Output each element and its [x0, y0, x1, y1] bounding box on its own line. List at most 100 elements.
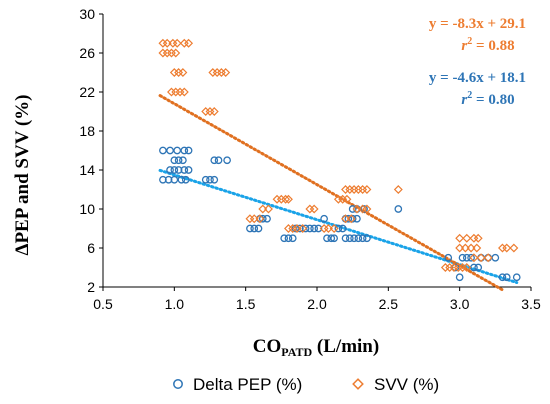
delta-pep-point: [263, 214, 271, 223]
delta-pep-point: [170, 156, 179, 165]
delta-pep-point: [358, 234, 367, 243]
delta-pep-point: [502, 273, 511, 282]
delta-pep-point: [166, 146, 174, 155]
y-tick-label: 18: [79, 123, 95, 139]
x-axis-title-main: CO: [253, 336, 282, 357]
delta-pep-point: [353, 214, 361, 223]
svv-point: [466, 243, 476, 253]
svv-point: [483, 253, 493, 263]
svv-point: [342, 194, 352, 204]
x-tick-label: 2.5: [379, 296, 399, 312]
svv-point: [249, 214, 259, 224]
y-tick-label: 30: [79, 6, 95, 22]
equation-svv: y = -8.3x + 29.1: [429, 16, 526, 32]
delta-pep-point: [477, 253, 485, 262]
delta-pep-point: [344, 214, 353, 223]
delta-pep-point: [177, 175, 186, 184]
svv-point: [346, 214, 356, 224]
delta-pep-point: [310, 224, 318, 233]
delta-pep-point: [345, 234, 354, 243]
legend: Delta PEP (%) SVV (%): [173, 375, 439, 394]
delta-pep-point: [314, 224, 323, 233]
svv-point: [179, 87, 189, 97]
delta-pep-point: [210, 156, 219, 165]
legend-diamond-icon: [352, 378, 364, 390]
svv-point: [472, 243, 482, 253]
x-axis-title: COPATD (L/min): [253, 336, 379, 359]
delta-pep-point: [498, 273, 507, 282]
x-tick-label: 0.5: [93, 296, 113, 312]
delta-pep-point: [484, 253, 493, 262]
svv-point: [172, 38, 182, 48]
delta-pep-point: [354, 234, 363, 243]
delta-pep-point: [180, 146, 189, 155]
delta-pep-point: [327, 234, 336, 243]
x-tick-label: 1.5: [236, 296, 256, 312]
trendline-svv: [158, 94, 504, 292]
svv-point: [281, 194, 291, 204]
y-tick-label: 6: [87, 240, 95, 256]
svv-point: [352, 204, 362, 214]
x-tick-label: 3.0: [450, 296, 470, 312]
svv-point: [309, 204, 319, 214]
delta-pep-point: [288, 234, 297, 243]
delta-pep-point: [166, 166, 174, 174]
legend-circle-icon: [173, 379, 183, 389]
delta-pep-point: [301, 224, 310, 233]
svv-point: [362, 185, 372, 194]
svv-point: [284, 194, 293, 204]
delta-pep-point: [348, 205, 357, 213]
delta-pep-point: [174, 156, 183, 165]
svv-point: [455, 233, 465, 243]
delta-pep-point: [258, 214, 267, 223]
data-points: [158, 38, 521, 282]
delta-pep-point: [170, 166, 179, 174]
y-tick-label: 10: [79, 201, 95, 217]
x-tick-label: 3.5: [521, 296, 541, 312]
delta-pep-point: [280, 234, 289, 243]
svv-point: [258, 204, 268, 214]
delta-pep-point: [338, 224, 347, 233]
delta-pep-point: [363, 234, 371, 243]
svv-point: [292, 224, 302, 233]
delta-pep-point: [330, 234, 338, 243]
svv-point: [469, 253, 479, 263]
delta-pep-point: [159, 175, 167, 184]
x-axis-title-sub: PATD: [281, 345, 312, 359]
y-tick-label: 22: [79, 84, 95, 100]
x-axis-title-unit: (L/min): [312, 336, 379, 357]
trendline-delta-pep: [158, 168, 519, 285]
y-axis-title: ΔPEP and SVV (%): [12, 95, 33, 256]
delta-pep-point: [250, 224, 259, 233]
delta-pep-point: [184, 166, 193, 174]
svv-point: [462, 233, 472, 243]
svv-point: [221, 68, 231, 77]
delta-pep-point: [341, 234, 350, 243]
legend-label-delta-pep: Delta PEP (%): [193, 375, 302, 394]
svv-point: [341, 214, 350, 224]
r-squared-svv: r2 = 0.88: [461, 36, 514, 54]
svv-point: [298, 224, 308, 233]
delta-pep-point: [246, 224, 254, 233]
delta-pep-point: [334, 224, 343, 233]
delta-pep-point: [159, 146, 167, 155]
svv-point: [255, 214, 265, 224]
svv-point: [362, 204, 372, 214]
svv-point: [502, 243, 512, 253]
delta-pep-point: [206, 175, 214, 184]
delta-pep-point: [467, 253, 475, 262]
delta-pep-point: [394, 205, 403, 213]
y-tick-label: 14: [79, 162, 95, 178]
svv-point: [455, 243, 465, 253]
delta-pep-point: [458, 253, 467, 262]
delta-pep-point: [512, 273, 521, 282]
svv-point: [323, 224, 333, 233]
delta-pep-point: [180, 166, 189, 174]
legend-label-svv: SVV (%): [374, 375, 439, 394]
delta-pep-point: [184, 146, 193, 155]
delta-pep-point: [284, 234, 293, 243]
x-tick-label: 1.0: [165, 296, 185, 312]
svv-point: [476, 253, 486, 263]
delta-pep-point: [444, 253, 453, 262]
